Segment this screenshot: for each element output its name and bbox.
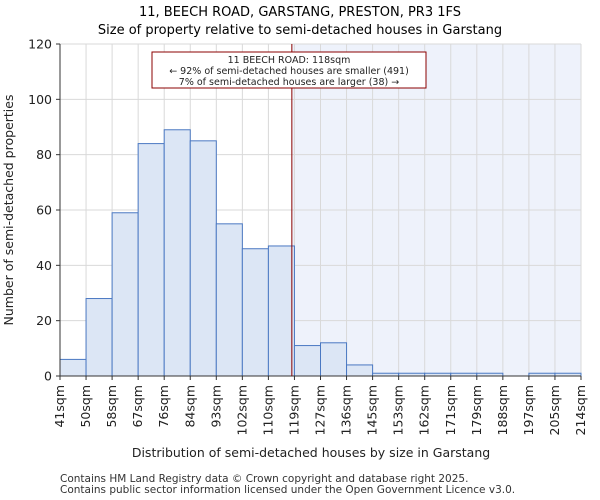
y-tick-label: 80: [36, 147, 52, 162]
y-tick-label: 60: [36, 203, 52, 218]
bar-119sqm: [293, 345, 322, 377]
x-tick-label: 127sqm: [313, 385, 328, 435]
x-tick-label: 93sqm: [208, 385, 223, 428]
y-tick-label: 100: [28, 92, 52, 107]
bar-50sqm: [85, 298, 113, 377]
x-tick-label: 179sqm: [469, 385, 484, 435]
annotation-frame: [151, 51, 427, 89]
bar-102sqm: [241, 248, 269, 377]
x-axis-label: Distribution of semi-detached houses by …: [132, 445, 490, 460]
x-tick-label: 162sqm: [417, 385, 432, 435]
x-tick-label: 197sqm: [521, 385, 536, 435]
bars: [59, 129, 582, 377]
bar-41sqm: [59, 358, 87, 377]
y-tick-label: 120: [28, 37, 52, 52]
bar-136sqm: [346, 364, 374, 377]
bar-67sqm: [137, 143, 165, 377]
x-tick-label: 145sqm: [365, 385, 380, 435]
bar-127sqm: [320, 342, 348, 377]
x-tick-label: 153sqm: [391, 385, 406, 435]
annotation-line-1: 11 BEECH ROAD: 118sqm: [228, 55, 351, 66]
y-axis-label: Number of semi-detached properties: [1, 95, 16, 326]
x-tick-label: 58sqm: [104, 385, 119, 428]
annotation-line-2: ← 92% of semi-detached houses are smalle…: [169, 66, 409, 77]
bar-93sqm: [215, 223, 243, 377]
x-tick-label: 41sqm: [52, 385, 67, 428]
footer-line-1: Contains HM Land Registry data © Crown c…: [60, 473, 469, 485]
bar-76sqm: [163, 129, 191, 377]
x-tick-label: 171sqm: [443, 385, 458, 435]
x-tick-label: 136sqm: [339, 385, 354, 435]
chart-title: 11, BEECH ROAD, GARSTANG, PRESTON, PR3 1…: [139, 5, 461, 20]
bar-58sqm: [111, 212, 139, 377]
y-ticks: 0 20 40 60 80 100 120: [28, 37, 60, 384]
x-tick-label: 102sqm: [234, 385, 249, 435]
annotation-line-3: 7% of semi-detached houses are larger (3…: [179, 77, 399, 88]
annotation-box: 11 BEECH ROAD: 118sqm ← 92% of semi-deta…: [151, 51, 427, 89]
x-tick-label: 84sqm: [182, 385, 197, 428]
x-tick-label: 67sqm: [130, 385, 145, 428]
y-tick-label: 40: [36, 258, 52, 273]
y-tick-label: 20: [36, 313, 52, 328]
y-tick-label: 0: [44, 369, 52, 384]
x-tick-label: 50sqm: [78, 385, 93, 428]
x-tick-label: 119sqm: [286, 385, 301, 435]
footer-line-2: Contains public sector information licen…: [60, 484, 516, 496]
x-tick-label: 188sqm: [495, 385, 510, 435]
x-tick-label: 76sqm: [156, 385, 171, 428]
x-tick-label: 110sqm: [260, 385, 275, 435]
chart-subtitle: Size of property relative to semi-detach…: [98, 23, 502, 38]
x-tick-label: 205sqm: [547, 385, 562, 435]
bar-84sqm: [189, 140, 217, 377]
x-tick-label: 214sqm: [573, 385, 588, 435]
bar-110sqm: [267, 245, 295, 377]
x-ticks: 41sqm 50sqm 58sqm 67sqm 76sqm 84sqm 93sqm 102sq…: [52, 376, 588, 435]
